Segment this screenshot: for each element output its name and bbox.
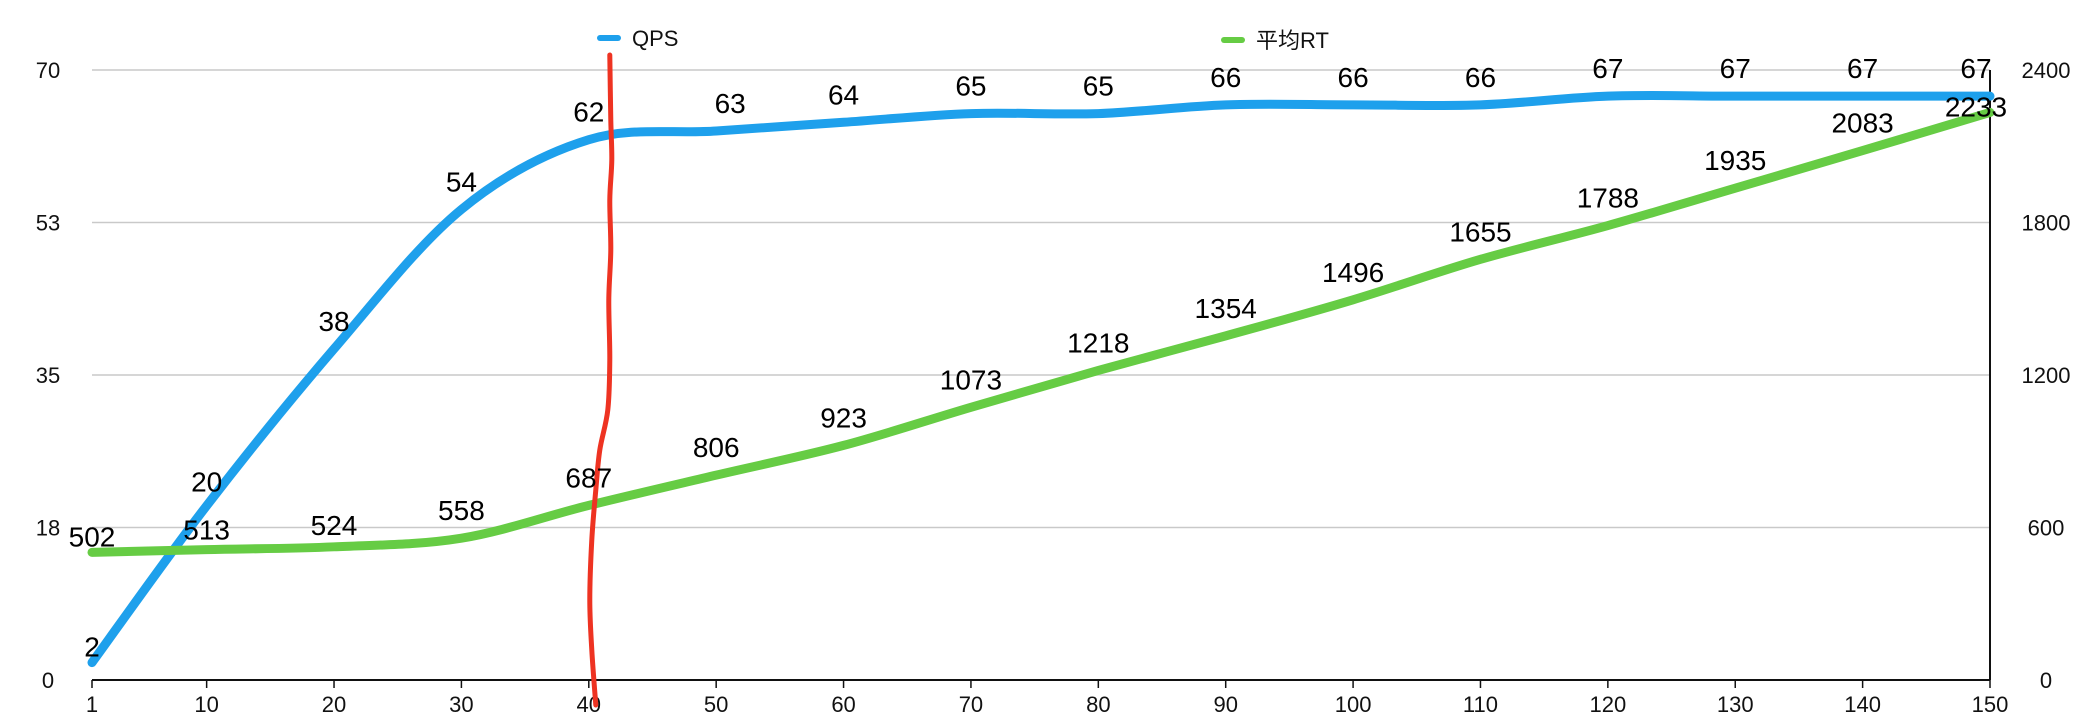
data-label: 65 xyxy=(955,71,986,102)
data-label: 1935 xyxy=(1704,145,1766,176)
data-label: 66 xyxy=(1338,62,1369,93)
data-label: 67 xyxy=(1960,53,1991,84)
x-tick-label: 90 xyxy=(1213,692,1237,717)
data-label: 1496 xyxy=(1322,257,1384,288)
x-tick-label: 10 xyxy=(194,692,218,717)
series-line-qps xyxy=(87,90,1995,668)
data-label: 54 xyxy=(446,166,477,197)
y-left-tick-label: 0 xyxy=(42,668,54,693)
data-label: 65 xyxy=(1083,71,1114,102)
x-tick-label: 70 xyxy=(959,692,983,717)
data-label: 558 xyxy=(438,495,485,526)
x-tick-label: 120 xyxy=(1589,692,1626,717)
x-tick-label: 140 xyxy=(1844,692,1881,717)
x-tick-label: 20 xyxy=(322,692,346,717)
data-label: 67 xyxy=(1847,53,1878,84)
x-tick-label: 30 xyxy=(449,692,473,717)
data-label: 63 xyxy=(715,88,746,119)
x-tick-label: 110 xyxy=(1463,692,1498,717)
y-right-tick-label: 1800 xyxy=(2022,211,2071,236)
data-label: 62 xyxy=(573,97,604,128)
legend-label: 平均RT xyxy=(1256,28,1329,53)
x-tick-label: 80 xyxy=(1086,692,1110,717)
data-label: 66 xyxy=(1465,62,1496,93)
data-label: 687 xyxy=(565,462,612,493)
y-right-tick-label: 1200 xyxy=(2022,363,2071,388)
data-label: 513 xyxy=(183,515,230,546)
legend-label: QPS xyxy=(632,26,678,51)
data-label: 1788 xyxy=(1577,183,1639,214)
x-tick-label: 50 xyxy=(704,692,728,717)
data-label: 64 xyxy=(828,79,859,110)
data-label: 502 xyxy=(69,521,116,552)
data-label: 2 xyxy=(84,632,100,663)
data-label: 38 xyxy=(318,306,349,337)
data-label: 524 xyxy=(311,510,358,541)
data-label: 67 xyxy=(1720,53,1751,84)
y-left-tick-label: 53 xyxy=(36,211,60,236)
data-label: 1354 xyxy=(1195,293,1257,324)
series-line-avg-rt xyxy=(87,107,1995,557)
y-right-tick-label: 0 xyxy=(2040,668,2052,693)
series-lines xyxy=(87,90,1995,668)
data-label: 806 xyxy=(693,432,740,463)
x-tick-label: 130 xyxy=(1717,692,1754,717)
y-left-tick-label: 70 xyxy=(36,58,60,83)
gridlines xyxy=(92,69,1990,529)
data-label: 66 xyxy=(1210,62,1241,93)
y-left-tick-label: 35 xyxy=(36,363,60,388)
x-tick-label: 100 xyxy=(1335,692,1372,717)
y-left-tick-label: 18 xyxy=(36,516,60,541)
legend: QPS 平均RT xyxy=(597,26,1329,53)
data-label: 2083 xyxy=(1831,108,1893,139)
data-label: 923 xyxy=(820,402,867,433)
y-right-tick-label: 600 xyxy=(2028,516,2065,541)
data-label: 1073 xyxy=(940,364,1002,395)
data-label: 1218 xyxy=(1067,327,1129,358)
data-labels: 2 20 38 54 62 63 64 65 65 66 66 66 67 67 67 67 502 513 524… xyxy=(69,53,2008,662)
y-right-tick-label: 2400 xyxy=(2022,58,2071,83)
data-label: 20 xyxy=(191,467,222,498)
x-tick-label: 1 xyxy=(86,692,98,717)
red-annotation-line xyxy=(587,52,615,708)
x-tick-label: 150 xyxy=(1972,692,2009,717)
data-label: 67 xyxy=(1592,53,1623,84)
x-tick-label: 60 xyxy=(831,692,855,717)
data-label: 2233 xyxy=(1945,91,2007,122)
data-label: 1655 xyxy=(1449,216,1511,247)
annotation xyxy=(587,52,615,708)
